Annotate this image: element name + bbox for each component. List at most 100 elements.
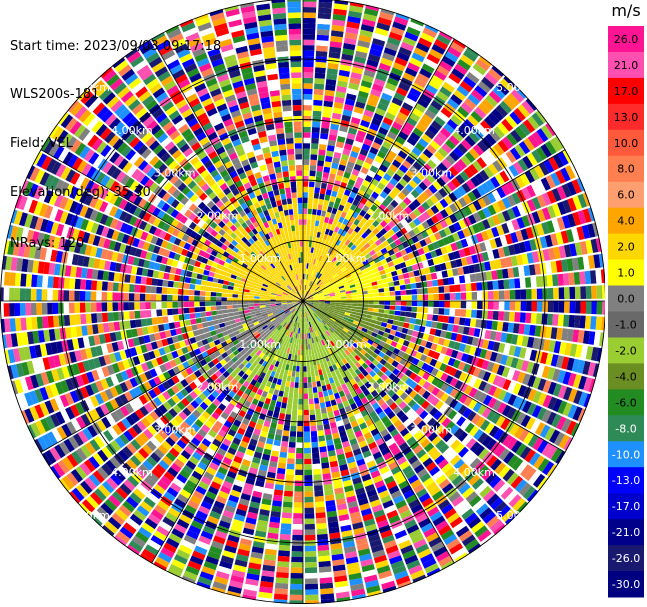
velocity-gate (381, 278, 389, 284)
velocity-gate (395, 305, 401, 311)
velocity-gate (268, 314, 274, 319)
velocity-gate (500, 332, 508, 343)
velocity-gate (596, 347, 603, 362)
velocity-gate (376, 316, 383, 322)
velocity-gate (304, 513, 315, 519)
velocity-gate (24, 408, 35, 423)
velocity-gate (566, 420, 577, 435)
velocity-gate (310, 258, 314, 265)
velocity-gate (82, 336, 90, 348)
velocity-gate (326, 68, 338, 75)
velocity-gate (526, 301, 532, 312)
velocity-gate (343, 388, 350, 396)
velocity-gate (347, 347, 354, 354)
velocity-gate (238, 310, 245, 315)
velocity-gate (292, 365, 297, 372)
velocity-gate (113, 321, 121, 331)
velocity-gate (310, 431, 318, 437)
velocity-gate (227, 312, 234, 317)
velocity-gate (383, 186, 392, 195)
velocity-gate (145, 360, 154, 370)
velocity-gate (330, 299, 336, 301)
velocity-gate (45, 415, 56, 430)
velocity-gate (421, 220, 430, 230)
velocity-gate (535, 179, 546, 193)
velocity-gate (434, 191, 444, 201)
velocity-gate (339, 264, 346, 270)
velocity-gate (416, 360, 425, 369)
velocity-gate (176, 348, 184, 357)
velocity-gate (536, 128, 549, 143)
velocity-gate (329, 394, 335, 401)
velocity-gate (399, 200, 408, 210)
velocity-gate (310, 289, 316, 294)
velocity-gate (348, 367, 355, 374)
velocity-gate (498, 311, 505, 321)
velocity-gate (406, 436, 417, 446)
velocity-gate (263, 559, 276, 567)
velocity-gate (399, 311, 406, 317)
velocity-gate (405, 311, 412, 318)
velocity-gate (304, 442, 311, 448)
velocity-gate (431, 435, 442, 446)
velocity-gate (341, 301, 347, 303)
velocity-gate (384, 369, 392, 377)
velocity-gate (100, 502, 114, 516)
velocity-gate (377, 243, 385, 250)
velocity-gate (475, 416, 486, 428)
velocity-gate (525, 98, 538, 111)
velocity-gate (176, 425, 187, 435)
velocity-gate (150, 452, 161, 463)
velocity-gate (276, 349, 281, 356)
velocity-gate (322, 390, 329, 397)
velocity-gate (286, 302, 293, 305)
velocity-gate (245, 362, 252, 369)
velocity-gate (95, 345, 104, 356)
velocity-gate (446, 435, 457, 447)
velocity-gate (205, 311, 212, 317)
velocity-gate (486, 438, 497, 451)
velocity-gate (288, 342, 292, 349)
velocity-gate (313, 277, 318, 283)
velocity-gate (309, 315, 312, 322)
velocity-gate (482, 291, 489, 300)
velocity-gate (175, 327, 182, 335)
velocity-gate (221, 309, 228, 314)
velocity-gate (330, 317, 336, 322)
velocity-gate (61, 423, 72, 438)
velocity-gate (364, 381, 372, 389)
velocity-gate (392, 173, 402, 182)
velocity-gate (341, 237, 348, 244)
velocity-gate (253, 374, 260, 382)
velocity-gate (140, 362, 149, 372)
velocity-gate (91, 369, 100, 381)
velocity-gate (467, 191, 477, 202)
velocity-gate (42, 357, 51, 371)
velocity-gate (29, 406, 40, 421)
velocity-gate (486, 192, 497, 204)
velocity-gate (419, 410, 429, 420)
velocity-gate (313, 231, 318, 237)
velocity-gate (134, 435, 146, 447)
velocity-gate (412, 444, 423, 455)
velocity-gate (318, 329, 323, 335)
velocity-gate (493, 479, 506, 493)
velocity-gate (147, 425, 158, 436)
velocity-gate (230, 398, 238, 406)
velocity-gate (267, 532, 279, 540)
velocity-gate (342, 479, 353, 488)
velocity-gate (449, 293, 456, 300)
velocity-gate (311, 354, 316, 361)
velocity-gate (510, 89, 525, 103)
velocity-gate (227, 308, 234, 313)
velocity-gate (304, 306, 306, 312)
velocity-gate (377, 265, 385, 272)
velocity-gate (211, 346, 219, 353)
velocity-gate (248, 306, 255, 310)
velocity-gate (409, 244, 417, 252)
velocity-gate (371, 235, 379, 243)
velocity-gate (368, 423, 377, 432)
velocity-gate (308, 197, 314, 204)
velocity-gate (138, 447, 149, 459)
velocity-gate (418, 517, 431, 529)
